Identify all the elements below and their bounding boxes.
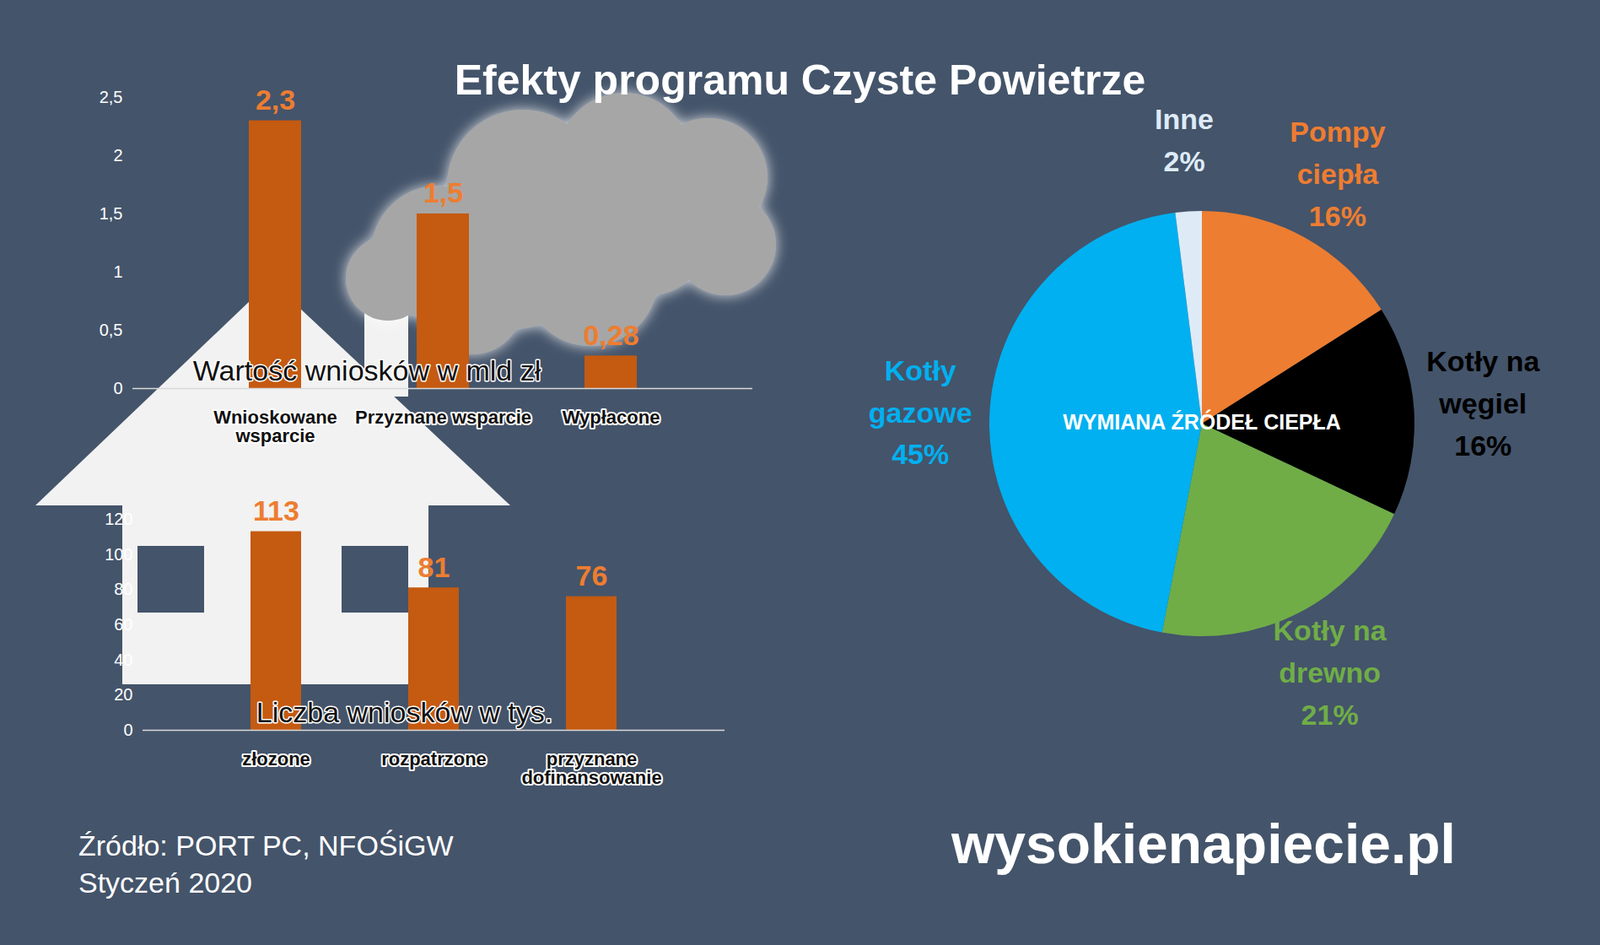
svg-text:złozone: złozone	[242, 748, 311, 770]
svg-text:100: 100	[104, 544, 133, 564]
svg-text:Inne2%: Inne2%	[1154, 102, 1214, 178]
svg-text:0: 0	[123, 720, 133, 739]
svg-text:60: 60	[113, 614, 133, 634]
svg-text:Wypłacone: Wypłacone	[562, 406, 661, 428]
html-text:Styczeń 2020: Styczeń 2020	[78, 866, 253, 899]
svg-text:Wartość wniosków w mld zł: Wartość wniosków w mld zł	[193, 354, 542, 387]
svg-text:Kotłygazowe45%: Kotłygazowe45%	[868, 353, 973, 470]
html-text:Źródło: PORT PC, NFOŚiGW: Źródło: PORT PC, NFOŚiGW	[78, 829, 454, 862]
svg-text:rozpatrzone: rozpatrzone	[381, 748, 487, 770]
svg-text:76: 76	[576, 559, 609, 592]
svg-text:1,5: 1,5	[99, 204, 124, 223]
svg-text:113: 113	[253, 494, 300, 527]
svg-text:0: 0	[113, 378, 123, 398]
svg-text:2,5: 2,5	[99, 87, 124, 107]
svg-text:1: 1	[113, 262, 123, 281]
svg-text:120: 120	[104, 509, 133, 528]
svg-text:WYMIANA ŹRÓDEŁ CIEPŁA: WYMIANA ŹRÓDEŁ CIEPŁA	[1062, 409, 1342, 434]
svg-text:Pompyciepła16%: Pompyciepła16%	[1289, 115, 1385, 232]
svg-text:40: 40	[113, 650, 133, 669]
svg-text:2,3: 2,3	[255, 83, 296, 116]
svg-text:Liczba wniosków w tys.: Liczba wniosków w tys.	[256, 695, 553, 728]
svg-text:Kotły nadrewno21%: Kotły nadrewno21%	[1273, 614, 1388, 731]
svg-text:0,5: 0,5	[99, 320, 124, 340]
svg-text:80: 80	[113, 579, 133, 598]
svg-text:Przyznane wsparcie: Przyznane wsparcie	[355, 406, 532, 428]
html-text:wysokienapiecie.pl: wysokienapiecie.pl	[951, 812, 1456, 875]
svg-text:2: 2	[113, 145, 123, 165]
svg-text:0,28: 0,28	[582, 318, 639, 351]
html-text:Efekty programu Czyste Powietr: Efekty programu Czyste Powietrze	[454, 56, 1146, 104]
svg-text:Kotły nawęgiel16%: Kotły nawęgiel16%	[1426, 344, 1541, 462]
svg-text:przyznanedofinansowanie: przyznanedofinansowanie	[521, 748, 662, 788]
svg-text:20: 20	[113, 684, 133, 704]
svg-text:81: 81	[418, 550, 451, 583]
svg-text:Wnioskowanewsparcie: Wnioskowanewsparcie	[213, 406, 338, 447]
svg-text:1,5: 1,5	[423, 176, 464, 209]
